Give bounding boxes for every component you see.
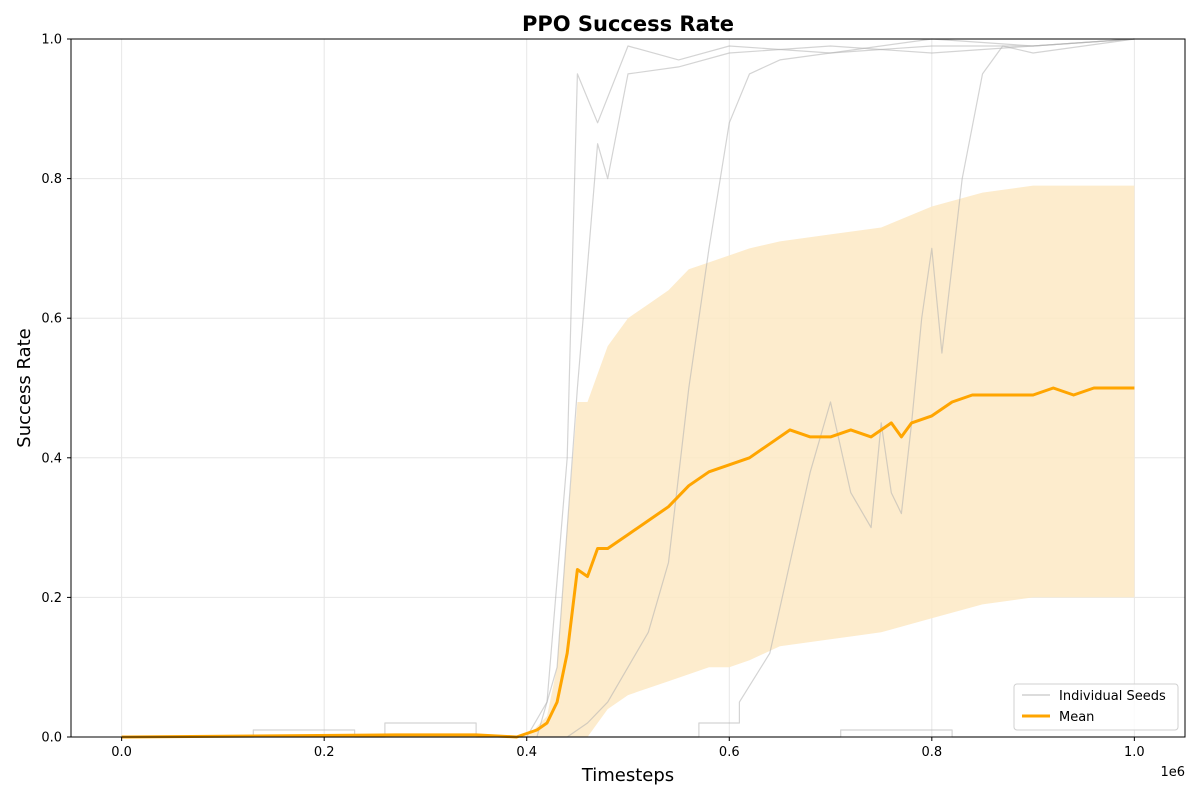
seed-line-4 (121, 38, 1135, 738)
x-tick-label: 0.2 (314, 745, 335, 760)
y-tick-label: 0.6 (41, 312, 62, 327)
y-axis-ticks: 0.0 0.2 0.4 0.6 0.8 1.0 (41, 33, 71, 746)
y-tick-label: 0.4 (41, 451, 62, 466)
legend: Individual Seeds Mean (1013, 683, 1179, 731)
x-tick-label: 0.0 (111, 745, 132, 760)
y-tick-label: 0.2 (41, 591, 62, 606)
x-tick-label: 0.6 (719, 745, 740, 760)
seed-line-3 (121, 38, 1135, 738)
seed-line-2 (121, 38, 1135, 738)
x-tick-label: 0.4 (516, 745, 537, 760)
x-tick-label: 1.0 (1124, 745, 1145, 760)
x-axis-scale-label: 1e6 (1160, 765, 1185, 780)
y-tick-label: 0.8 (41, 172, 62, 187)
band-layer (121, 185, 1135, 738)
legend-box (1013, 683, 1179, 731)
y-tick-label: 0.0 (41, 731, 62, 746)
x-tick-label: 0.8 (921, 745, 942, 760)
plot-area-frame (70, 38, 1186, 738)
x-axis-ticks: 0.0 0.2 0.4 0.6 0.8 1.0 (111, 737, 1145, 760)
chart-title: PPO Success Rate (522, 12, 734, 36)
legend-label-mean: Mean (1059, 710, 1094, 725)
legend-label-individual-seeds: Individual Seeds (1059, 689, 1166, 704)
mean-line (121, 386, 1135, 739)
y-tick-label: 1.0 (41, 33, 62, 48)
mean-confidence-band (121, 185, 1135, 738)
x-axis-label: Timesteps (581, 765, 674, 786)
y-axis-label: Success Rate (14, 328, 35, 447)
